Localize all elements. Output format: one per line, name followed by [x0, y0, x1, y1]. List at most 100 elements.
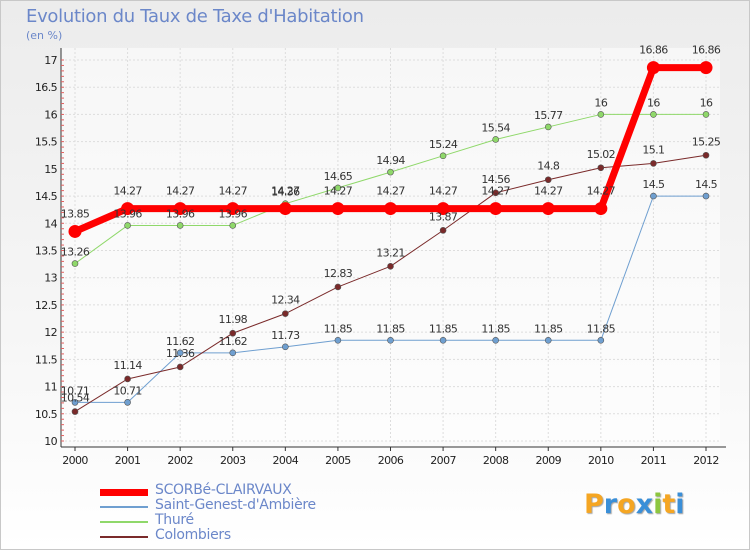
data-point — [384, 202, 397, 216]
data-label: 15.54 — [481, 121, 510, 134]
data-label: 15.24 — [429, 138, 458, 151]
x-tick-label: 2010 — [588, 454, 614, 467]
data-point — [650, 192, 657, 200]
data-label: 13.85 — [61, 207, 90, 220]
legend-label: Saint-Genest-d'Ambière — [155, 497, 316, 513]
y-tick-label: 15.5 — [35, 136, 58, 149]
x-tick-label: 2008 — [483, 454, 509, 467]
data-label: 14.27 — [113, 185, 142, 198]
logo-letter: i — [675, 489, 685, 520]
data-point — [492, 189, 499, 197]
data-label: 15.02 — [587, 148, 616, 161]
data-label: 16 — [594, 96, 607, 109]
legend-swatch — [100, 521, 148, 523]
data-point — [541, 202, 555, 216]
data-label: 13.87 — [429, 210, 458, 223]
x-tick-label: 2002 — [167, 454, 193, 467]
y-tick-label: 14 — [44, 217, 57, 230]
data-label: 15.1 — [642, 143, 664, 156]
data-point — [71, 399, 79, 406]
data-point — [597, 337, 605, 344]
data-label: 14.27 — [166, 185, 195, 198]
y-tick-label: 15 — [44, 163, 57, 176]
data-point — [436, 202, 450, 216]
axes: 10 10.5 11 11.5 12 12.5 13 13.5 14 14.5 15 15.5 16 16… — [35, 48, 726, 467]
data-point — [489, 202, 503, 216]
data-label: 14.8 — [537, 160, 560, 173]
legend-swatch — [100, 536, 148, 538]
data-point — [439, 152, 447, 160]
data-label: 11.98 — [219, 313, 248, 326]
data-label: 16.86 — [692, 44, 721, 57]
data-label: 11.85 — [481, 322, 510, 335]
data-label: 14.56 — [481, 173, 510, 186]
data-label: 11.85 — [587, 322, 616, 335]
x-tick-label: 2006 — [378, 454, 404, 467]
data-point — [702, 151, 710, 159]
x-tick-label: 2011 — [641, 454, 667, 467]
data-point — [229, 222, 237, 229]
data-point — [334, 337, 342, 344]
data-label: 14.27 — [376, 185, 405, 198]
data-point — [702, 111, 710, 118]
logo-letter: o — [617, 489, 636, 520]
x-tick-label: 2004 — [273, 454, 299, 467]
data-point — [68, 224, 82, 238]
data-label: 10.54 — [61, 392, 90, 405]
data-point — [597, 164, 605, 172]
data-point — [544, 176, 552, 184]
x-tick-label: 2005 — [325, 454, 351, 467]
data-point — [387, 337, 394, 344]
data-point — [176, 363, 184, 371]
data-point — [71, 260, 79, 267]
data-point — [439, 337, 447, 344]
data-point — [173, 202, 187, 216]
logo-letter: i — [653, 489, 663, 520]
data-point — [492, 136, 499, 143]
data-point — [439, 227, 447, 234]
data-label: 12.34 — [271, 294, 300, 307]
data-point — [387, 168, 394, 176]
data-point — [226, 202, 240, 216]
data-label: 10.71 — [61, 384, 90, 397]
data-label: 14.27 — [219, 185, 248, 198]
proxiti-logo: Proxiti — [584, 489, 685, 520]
data-label: 11.36 — [166, 347, 195, 360]
data-label: 15.25 — [692, 135, 721, 148]
data-label: 16.86 — [639, 44, 668, 57]
grid — [61, 48, 720, 442]
data-label: 14.27 — [324, 185, 353, 198]
data-point — [699, 61, 713, 75]
legend-label: Colombiers — [155, 527, 231, 543]
y-tick-label: 16.5 — [35, 81, 58, 94]
data-point — [71, 408, 79, 415]
data-labels: 10.71 10.71 11.62 11.62 11.73 11.85 11.85 11.85… — [61, 44, 722, 405]
data-point — [229, 349, 237, 357]
data-point — [229, 329, 237, 337]
data-label: 12.83 — [324, 267, 353, 280]
data-point — [650, 160, 657, 167]
data-label: 13.96 — [113, 207, 142, 220]
data-label: 14.5 — [695, 178, 718, 191]
y-tick-label: 16 — [44, 108, 57, 121]
data-point — [334, 283, 342, 291]
data-label: 11.14 — [113, 359, 142, 372]
data-label: 14.27 — [429, 185, 458, 198]
chart-unit: (en %) — [26, 29, 63, 42]
y-tick-label: 13.5 — [35, 245, 58, 258]
data-point — [331, 202, 345, 216]
data-point — [597, 111, 605, 118]
data-point — [594, 202, 608, 216]
logo-letter: t — [662, 489, 676, 520]
data-point — [702, 192, 710, 200]
y-tick-label: 10.5 — [35, 408, 58, 421]
data-label: 10.71 — [113, 384, 142, 397]
data-label: 16 — [700, 96, 713, 109]
data-label: 11.85 — [376, 322, 405, 335]
data-label: 11.73 — [271, 329, 300, 342]
data-point — [387, 262, 394, 270]
data-label: 11.62 — [166, 335, 195, 348]
data-point — [278, 202, 292, 216]
x-tick-label: 2003 — [220, 454, 246, 467]
